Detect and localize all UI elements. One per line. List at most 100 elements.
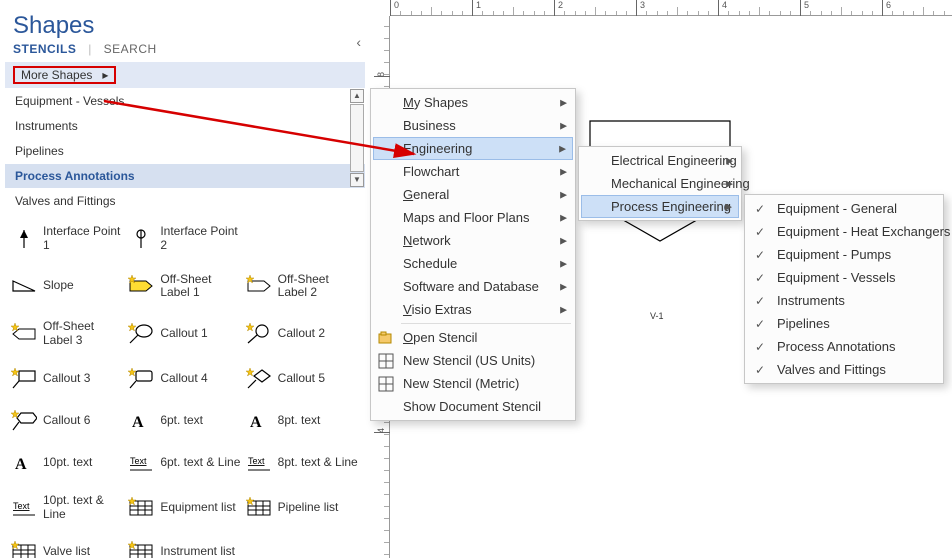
shape-item[interactable]: Off-Sheet Label 1: [128, 273, 241, 301]
menu-item[interactable]: General▶: [373, 183, 573, 206]
shape-label: Off-Sheet Label 3: [43, 320, 124, 348]
menu-item[interactable]: Software and Database▶: [373, 275, 573, 298]
scroll-up-icon[interactable]: ▲: [350, 89, 364, 103]
svg-text:A: A: [250, 414, 262, 431]
shape-item[interactable]: Callout 1: [128, 320, 241, 348]
menu-item[interactable]: Business▶: [373, 114, 573, 137]
shape-label: 8pt. text: [278, 414, 321, 428]
shape-item: [246, 541, 359, 558]
callout4-icon: [128, 368, 154, 390]
callout2-icon: [246, 323, 272, 345]
check-icon: ✓: [751, 223, 769, 241]
shape-item[interactable]: Text8pt. text & Line: [246, 452, 359, 474]
chevron-right-icon: ▶: [560, 166, 567, 177]
svg-text:A: A: [15, 456, 27, 473]
shape-item[interactable]: Slope: [11, 273, 124, 301]
menu-item[interactable]: ✓Equipment - Vessels: [747, 266, 941, 289]
chevron-right-icon: ▶: [559, 143, 566, 154]
menu-item[interactable]: Flowchart▶: [373, 160, 573, 183]
scroll-track[interactable]: [350, 104, 364, 172]
stencil-row[interactable]: Process Annotations: [5, 163, 365, 188]
shape-label: 6pt. text & Line: [160, 456, 240, 470]
shape-item[interactable]: Valve list: [11, 541, 124, 558]
menu-item[interactable]: Mechanical Engineering▶: [581, 172, 739, 195]
chevron-right-icon: ▶: [725, 201, 732, 212]
menu-item[interactable]: ✓Equipment - General: [747, 197, 941, 220]
check-icon: ✓: [751, 361, 769, 379]
shape-label: Interface Point 1: [43, 225, 124, 253]
menu-item[interactable]: Schedule▶: [373, 252, 573, 275]
grid-icon: [377, 375, 395, 393]
stencil-row[interactable]: Instruments: [5, 113, 365, 138]
stencil-row[interactable]: Pipelines: [5, 138, 365, 163]
menu-item[interactable]: New Stencil (Metric): [373, 372, 573, 395]
tab-search[interactable]: SEARCH: [104, 42, 157, 56]
svg-text:Text: Text: [13, 501, 30, 511]
shape-item[interactable]: Interface Point 1: [11, 225, 124, 253]
tab-stencils[interactable]: STENCILS: [13, 42, 76, 56]
shape-item[interactable]: Equipment list: [128, 494, 241, 522]
engineering-submenu: Electrical Engineering▶Mechanical Engine…: [578, 146, 742, 221]
chevron-right-icon: ▶: [726, 155, 733, 166]
menu-item[interactable]: ✓Instruments: [747, 289, 941, 312]
shape-label: Callout 4: [160, 372, 207, 386]
stencil-row[interactable]: Valves and Fittings: [5, 188, 365, 213]
process-engineering-submenu: ✓Equipment - General✓Equipment - Heat Ex…: [744, 194, 944, 384]
callout1-icon: [128, 323, 154, 345]
shape-label: Callout 2: [278, 327, 325, 341]
menu-item[interactable]: Process Engineering▶: [581, 195, 739, 218]
shape-item[interactable]: Pipeline list: [246, 494, 359, 522]
shape-item[interactable]: Off-Sheet Label 3: [11, 320, 124, 348]
listtbl-icon: [246, 497, 272, 519]
shape-label: Callout 5: [278, 372, 325, 386]
shape-item[interactable]: Callout 4: [128, 368, 241, 390]
shape-item[interactable]: Callout 2: [246, 320, 359, 348]
shape-grid: Interface Point 1Interface Point 2Slope O…: [5, 213, 365, 558]
shape-item[interactable]: A6pt. text: [128, 410, 241, 432]
menu-item[interactable]: New Stencil (US Units): [373, 349, 573, 372]
shape-item[interactable]: Callout 5: [246, 368, 359, 390]
menu-item[interactable]: My Shapes▶: [373, 91, 573, 114]
menu-item[interactable]: Engineering▶: [373, 137, 573, 160]
chevron-right-icon: ▶: [560, 189, 567, 200]
check-icon: ✓: [751, 200, 769, 218]
chevron-right-icon: ▶: [560, 120, 567, 131]
menu-item[interactable]: ✓Pipelines: [747, 312, 941, 335]
shape-item: [246, 225, 359, 253]
chevron-right-icon: ▶: [560, 281, 567, 292]
menu-item[interactable]: ✓Equipment - Pumps: [747, 243, 941, 266]
shape-item[interactable]: Text6pt. text & Line: [128, 452, 241, 474]
stencils-scrollbar[interactable]: ▲ ▼: [349, 88, 365, 213]
shape-label: 10pt. text: [43, 456, 92, 470]
shape-item[interactable]: Interface Point 2: [128, 225, 241, 253]
callout5-icon: [246, 368, 272, 390]
shape-item[interactable]: Off-Sheet Label 2: [246, 273, 359, 301]
stencil-row[interactable]: Equipment - Vessels: [5, 88, 365, 113]
shape-label: Off-Sheet Label 1: [160, 273, 241, 301]
menu-item[interactable]: Network▶: [373, 229, 573, 252]
more-shapes-row[interactable]: More Shapes ▸: [5, 62, 365, 88]
menu-item[interactable]: Show Document Stencil: [373, 395, 573, 418]
ipoint1-icon: [11, 228, 37, 250]
textline-icon: Text: [11, 497, 37, 519]
collapse-panel-icon[interactable]: ‹: [356, 34, 361, 50]
menu-item[interactable]: Open Stencil: [373, 326, 573, 349]
listtbl-icon: [11, 541, 37, 558]
menu-item[interactable]: Maps and Floor Plans▶: [373, 206, 573, 229]
menu-item[interactable]: Visio Extras▶: [373, 298, 573, 321]
check-icon: ✓: [751, 292, 769, 310]
shape-item[interactable]: Text10pt. text & Line: [11, 494, 124, 522]
slope-icon: [11, 275, 37, 297]
shape-item[interactable]: A 8pt. text: [246, 410, 359, 432]
shape-item[interactable]: Instrument list: [128, 541, 241, 558]
scroll-down-icon[interactable]: ▼: [350, 173, 364, 187]
menu-item[interactable]: ✓Equipment - Heat Exchangers: [747, 220, 941, 243]
shape-item[interactable]: Callout 3: [11, 368, 124, 390]
menu-item[interactable]: ✓Process Annotations: [747, 335, 941, 358]
shape-item[interactable]: Callout 6: [11, 410, 124, 432]
menu-item[interactable]: Electrical Engineering▶: [581, 149, 739, 172]
shape-item[interactable]: A 10pt. text: [11, 452, 124, 474]
menu-item[interactable]: ✓Valves and Fittings: [747, 358, 941, 381]
shape-label: Callout 1: [160, 327, 207, 341]
offsheet3-icon: [11, 323, 37, 345]
